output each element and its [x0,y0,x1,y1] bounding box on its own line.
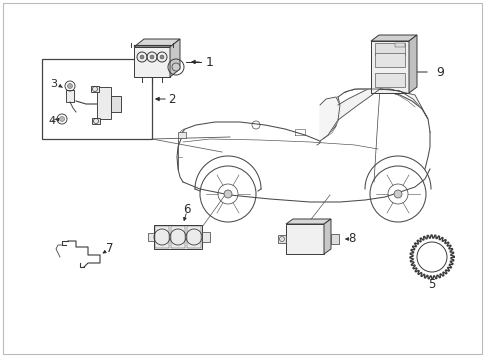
Bar [178,132,186,138]
Polygon shape [408,35,416,93]
Bar [154,225,201,249]
Bar [134,47,170,77]
Polygon shape [134,39,180,47]
Circle shape [160,55,164,59]
Bar [111,96,121,112]
Circle shape [67,84,72,89]
Bar [374,43,404,55]
Bar [374,53,404,67]
Circle shape [140,55,144,59]
Bar [97,87,111,119]
Circle shape [224,190,231,198]
Bar [148,233,154,241]
Text: 8: 8 [348,232,355,246]
Polygon shape [370,35,416,41]
Polygon shape [337,89,379,120]
Text: 1: 1 [206,55,213,69]
Circle shape [150,55,154,59]
Bar [370,41,408,93]
Polygon shape [170,39,180,77]
Bar [330,234,338,244]
Polygon shape [286,219,330,224]
Circle shape [393,190,401,198]
Circle shape [60,116,64,121]
Bar [394,43,404,47]
Bar [66,90,74,102]
Text: 5: 5 [427,278,435,292]
Bar [171,226,184,248]
Polygon shape [323,219,330,254]
Text: 9: 9 [435,65,443,79]
Polygon shape [379,89,427,119]
Bar [286,224,323,254]
Bar [42,59,151,139]
Polygon shape [319,97,339,141]
Text: 3: 3 [50,79,58,89]
Bar [91,86,99,92]
Bar [374,73,404,87]
Text: 2: 2 [168,92,175,106]
Circle shape [172,63,180,71]
Bar [277,235,286,243]
Bar [201,232,210,242]
Bar [92,118,100,124]
Text: 7: 7 [106,242,114,256]
Text: 4: 4 [48,116,56,126]
Bar [187,226,200,248]
Text: 6: 6 [183,202,190,216]
Bar [155,226,168,248]
